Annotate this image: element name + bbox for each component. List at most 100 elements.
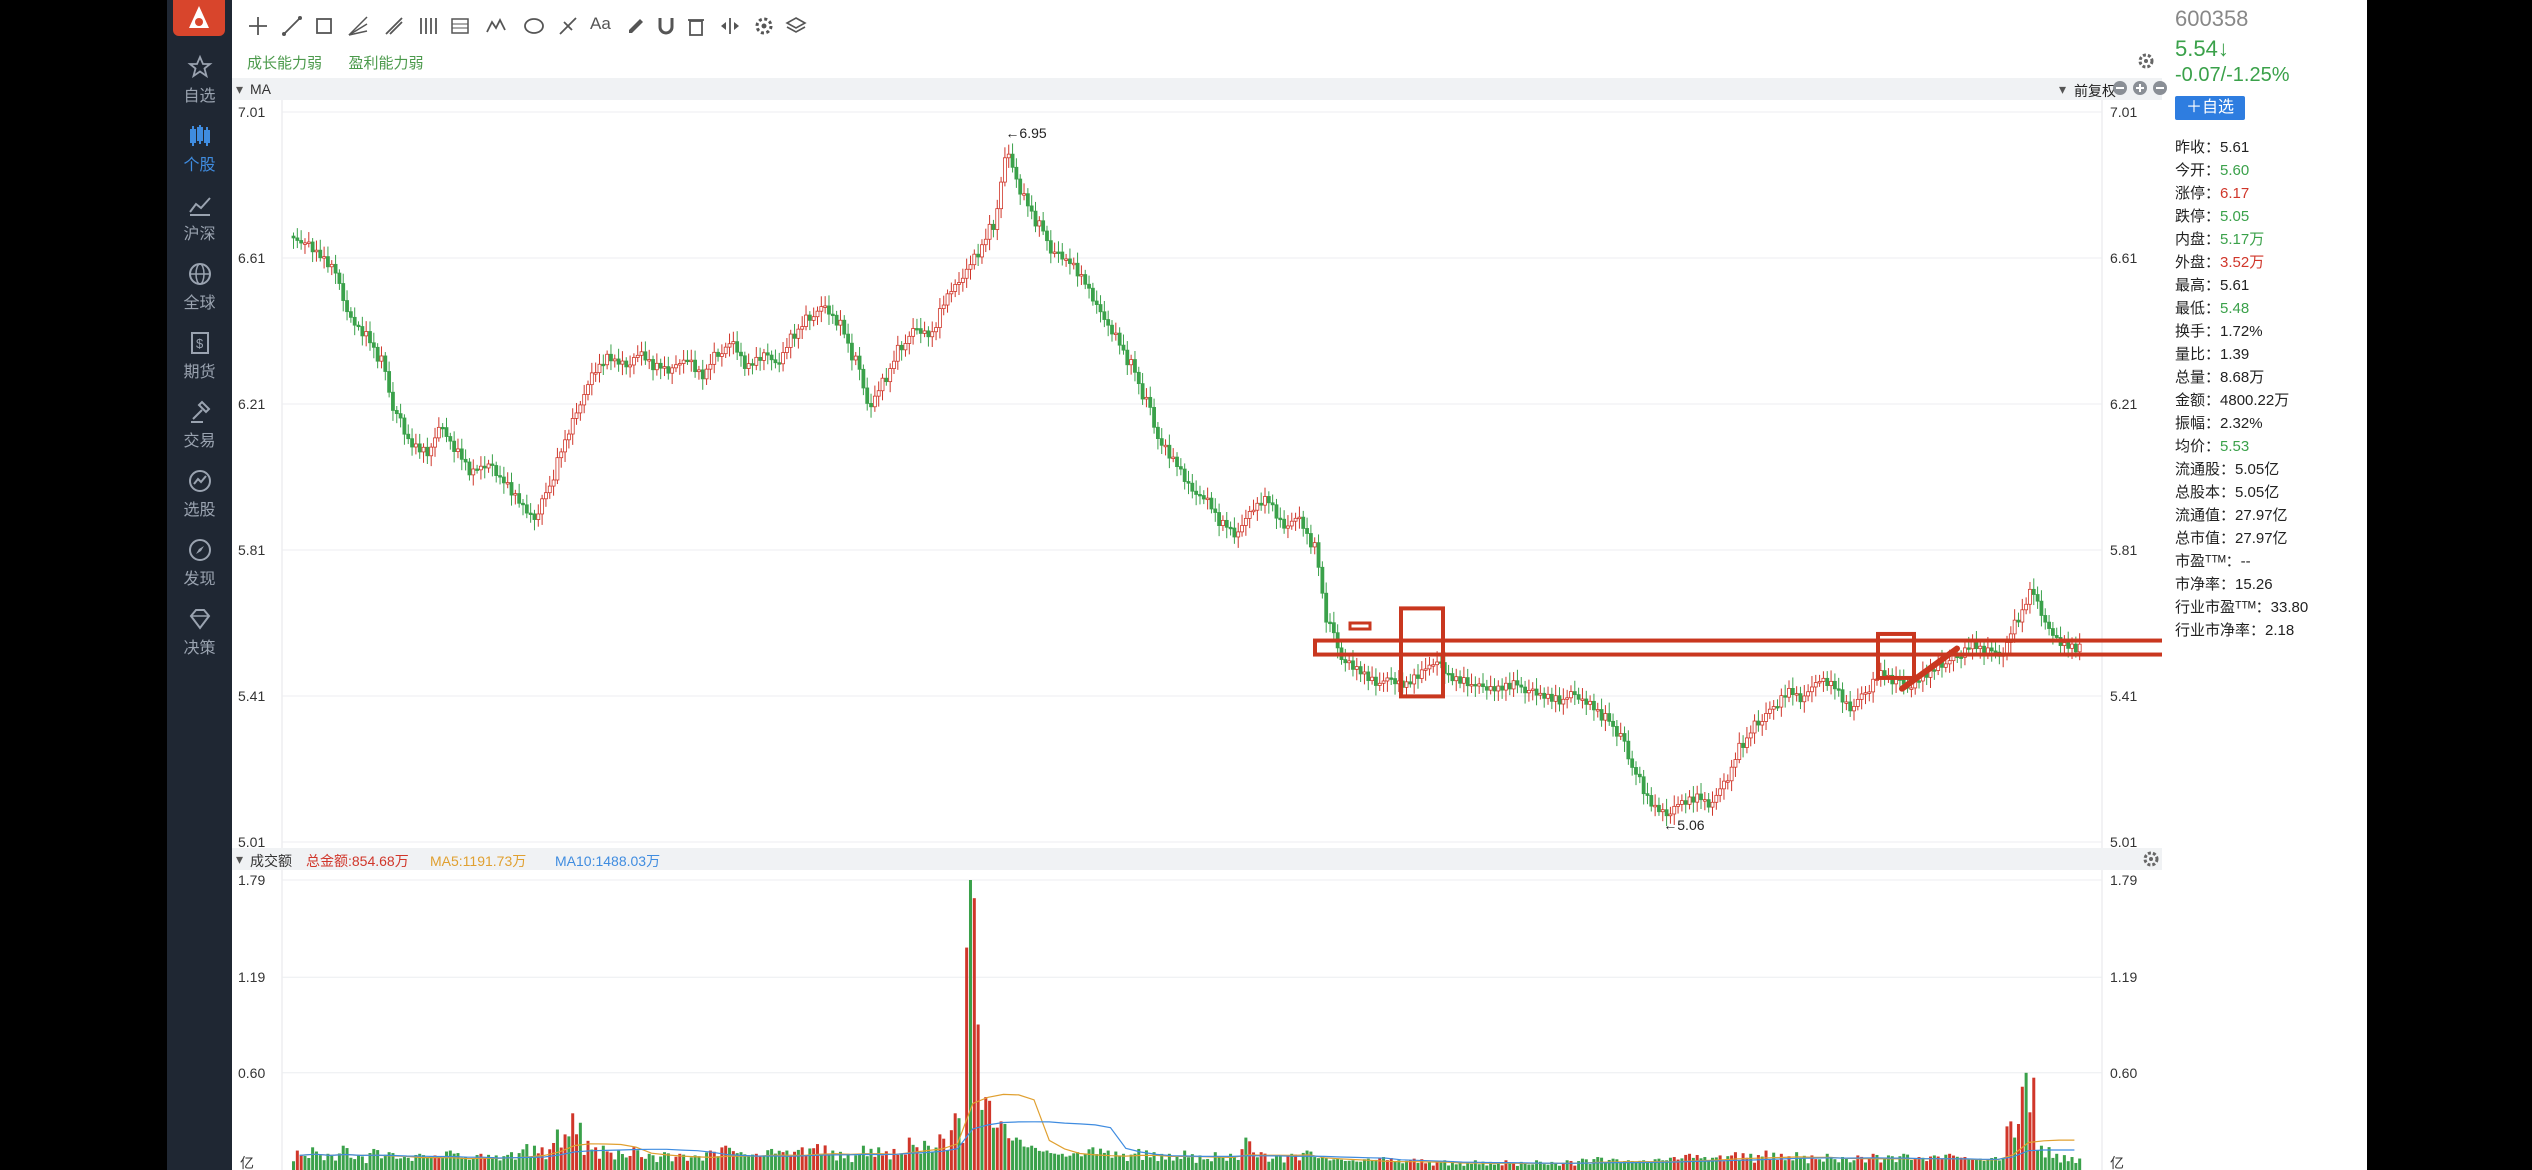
- text-icon[interactable]: Aa: [590, 14, 618, 38]
- volume-bar: [360, 1156, 364, 1170]
- quote-field-value: 5.17万: [2220, 231, 2265, 248]
- collapse-volume-icon[interactable]: ▾: [236, 851, 244, 867]
- measure-icon[interactable]: [556, 14, 584, 38]
- volume-bar: [651, 1155, 655, 1170]
- low-price-label: ←5.06: [1663, 817, 1704, 833]
- candle-body: [1297, 516, 1302, 520]
- nav-item-label: 决策: [183, 640, 216, 657]
- nav-item-5[interactable]: 交易: [167, 393, 232, 455]
- candle-body: [1871, 678, 1876, 693]
- candle-body: [582, 394, 587, 406]
- nav-item-2[interactable]: 沪深: [167, 186, 232, 248]
- candle-body: [2028, 588, 2032, 605]
- candle-body: [318, 249, 323, 259]
- settings-gear-icon[interactable]: [2137, 52, 2155, 75]
- candle-body: [394, 410, 399, 415]
- nav-item-3[interactable]: 全球: [167, 255, 232, 317]
- ellipse-icon[interactable]: [522, 14, 550, 38]
- candle-body: [995, 208, 1000, 230]
- volume-bar: [1875, 1154, 1879, 1170]
- minimize-icon[interactable]: [2152, 80, 2168, 99]
- wave-icon[interactable]: [484, 14, 512, 38]
- quote-field-label: 涨停：: [2175, 185, 2221, 202]
- settings-icon[interactable]: [752, 14, 780, 38]
- volume-bar: [942, 1138, 946, 1170]
- volume-bar: [1079, 1156, 1083, 1170]
- volume-bar: [1890, 1156, 1894, 1170]
- tag-growth[interactable]: 成长能力弱: [247, 55, 323, 72]
- candle-body: [360, 326, 365, 337]
- vertical-lines-icon[interactable]: [416, 14, 444, 38]
- quote-field-label: 行业市盈ᵀᵀᴹ：: [2175, 599, 2271, 616]
- nav-item-4[interactable]: $ 期货: [167, 324, 232, 386]
- candle-body: [456, 448, 460, 452]
- candle-body: [1259, 502, 1264, 506]
- candle-body: [345, 300, 349, 313]
- candle-body: [1668, 813, 1673, 817]
- volume-bar: [1164, 1159, 1168, 1170]
- adjust-dropdown-icon[interactable]: ▾: [2059, 81, 2067, 97]
- volume-bar: [796, 1149, 800, 1170]
- candle-body: [781, 352, 785, 365]
- candle-body: [1182, 468, 1187, 482]
- candle-body: [1431, 664, 1436, 667]
- rect-icon[interactable]: [312, 14, 340, 38]
- volume-bar: [976, 1024, 980, 1170]
- candle-body: [459, 448, 464, 460]
- volume-bar: [881, 1155, 885, 1170]
- candle-body: [322, 256, 326, 259]
- split-icon[interactable]: [718, 14, 746, 38]
- volume-bar: [1871, 1153, 1875, 1170]
- layers-icon[interactable]: [784, 14, 812, 38]
- candle-body: [850, 342, 854, 361]
- volume-tick-right: 0.60: [2110, 1065, 2137, 1081]
- volume-bar: [1994, 1157, 1998, 1170]
- volume-bar: [1290, 1153, 1294, 1170]
- trash-icon[interactable]: [684, 14, 712, 38]
- tag-profit[interactable]: 盈利能力弱: [348, 55, 424, 72]
- volume-chart[interactable]: 1.79 1.79 1.19 1.19 0.60 0.60 亿 亿: [232, 870, 2162, 1170]
- pen-icon[interactable]: [624, 14, 652, 38]
- nav-item-0[interactable]: 自选: [167, 48, 232, 110]
- volume-bar: [379, 1158, 383, 1170]
- indicator-label[interactable]: MA: [250, 81, 271, 97]
- adjust-label[interactable]: 前复权: [2074, 83, 2116, 99]
- candle-body: [1660, 809, 1665, 813]
- zoom-in-icon[interactable]: [2132, 80, 2148, 99]
- candle-body: [1025, 193, 1030, 207]
- volume-bar: [965, 947, 969, 1170]
- quote-field-value: 1.72%: [2220, 323, 2263, 340]
- volume-bar: [735, 1153, 739, 1170]
- volume-title[interactable]: 成交额: [250, 853, 292, 869]
- user-annotations: [1313, 606, 2162, 699]
- candle-body: [681, 359, 686, 364]
- horizontal-lines-icon[interactable]: [448, 14, 476, 38]
- volume-bar: [601, 1145, 605, 1170]
- candle-body: [1450, 673, 1455, 682]
- quote-field: 量比：1.39: [2175, 343, 2249, 364]
- segment-icon[interactable]: [280, 14, 308, 38]
- volume-bar: [1795, 1152, 1799, 1170]
- quote-field-label: 总股本：: [2175, 484, 2236, 501]
- nav-item-8[interactable]: 决策: [167, 600, 232, 662]
- app-logo[interactable]: [173, 0, 225, 36]
- ray-icon[interactable]: [382, 14, 410, 38]
- volume-bar: [1355, 1161, 1359, 1170]
- nav-item-1[interactable]: 个股: [167, 117, 232, 179]
- volume-settings-icon[interactable]: [2142, 850, 2160, 871]
- volume-bar: [1898, 1156, 1902, 1170]
- quote-field: 行业市盈ᵀᵀᴹ：33.80: [2175, 596, 2308, 617]
- volume-bar: [689, 1157, 693, 1170]
- zoom-out-icon[interactable]: [2112, 80, 2128, 99]
- candle-body: [1947, 660, 1952, 665]
- candle-body: [869, 403, 873, 408]
- candle-body: [1075, 262, 1080, 277]
- nav-item-6[interactable]: 选股: [167, 462, 232, 524]
- nav-item-7[interactable]: 发现: [167, 531, 232, 593]
- candlestick-chart[interactable]: 7.01 7.01 6.61 6.61 6.21 6.21 5.81 5.81 5.41 5.41…: [232, 100, 2162, 848]
- add-watchlist-button[interactable]: ＋自选: [2175, 96, 2245, 120]
- collapse-icon[interactable]: ▾: [236, 81, 244, 97]
- fan-icon[interactable]: [346, 14, 374, 38]
- crosshair-icon[interactable]: [246, 14, 274, 38]
- magnet-icon[interactable]: [654, 14, 682, 38]
